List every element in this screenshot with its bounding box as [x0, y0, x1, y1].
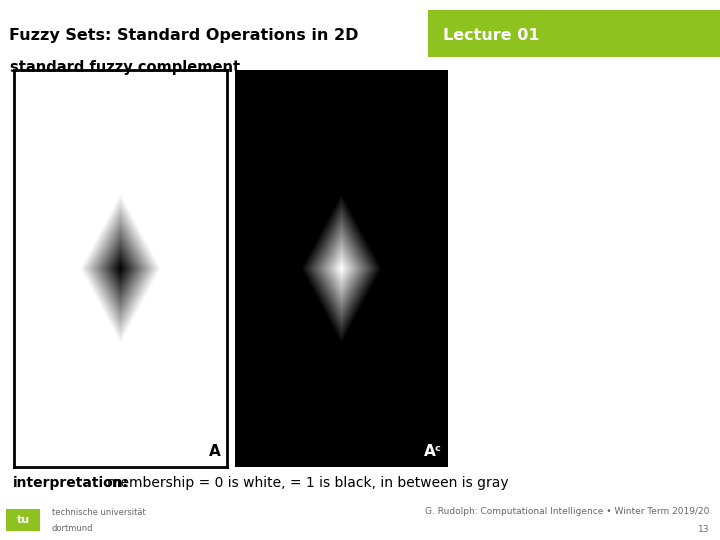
Text: A: A: [209, 444, 220, 459]
Text: membership = 0 is white, = 1 is black, in between is gray: membership = 0 is white, = 1 is black, i…: [107, 476, 508, 490]
Text: Fuzzy Sets: Standard Operations in 2D: Fuzzy Sets: Standard Operations in 2D: [9, 28, 358, 43]
Text: Aᶜ: Aᶜ: [423, 444, 441, 459]
Text: G. Rudolph: Computational Intelligence • Winter Term 2019/20: G. Rudolph: Computational Intelligence •…: [425, 507, 709, 516]
Text: 13: 13: [698, 525, 709, 535]
Text: interpretation:: interpretation:: [13, 476, 129, 490]
Text: technische universität: technische universität: [52, 508, 145, 517]
FancyBboxPatch shape: [428, 10, 720, 57]
FancyBboxPatch shape: [6, 509, 40, 531]
Text: standard fuzzy complement: standard fuzzy complement: [9, 60, 240, 75]
Text: tu: tu: [17, 515, 30, 525]
Text: Lecture 01: Lecture 01: [443, 28, 539, 43]
Text: dortmund: dortmund: [52, 524, 94, 532]
